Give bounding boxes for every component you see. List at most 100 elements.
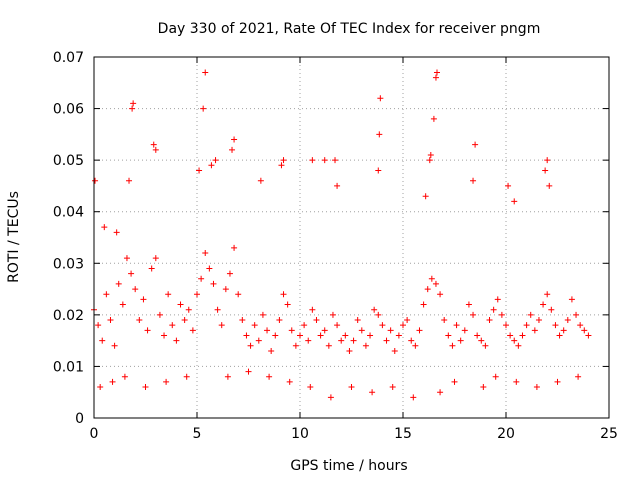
x-tick-label: 10 [291, 426, 309, 442]
data-point [461, 327, 468, 334]
data-point [301, 322, 308, 329]
data-point [548, 306, 555, 313]
data-point [492, 373, 499, 380]
data-point [259, 311, 266, 318]
data-point [119, 301, 126, 308]
data-point [231, 244, 238, 251]
data-point [325, 342, 332, 349]
data-point [376, 131, 383, 138]
data-point [202, 69, 209, 76]
data-point [177, 301, 184, 308]
data-point [272, 332, 279, 339]
data-point [140, 296, 147, 303]
y-tick-label: 0.06 [53, 102, 84, 118]
data-point [173, 337, 180, 344]
data-point [540, 301, 547, 308]
data-point [101, 224, 108, 231]
data-point [400, 322, 406, 329]
data-point [511, 198, 518, 205]
data-point [150, 141, 157, 148]
data-point [441, 317, 448, 324]
data-point [208, 162, 215, 169]
y-tick-label: 0.02 [53, 308, 84, 324]
data-point [334, 322, 341, 329]
data-point [152, 255, 159, 262]
data-point [527, 311, 534, 318]
data-point [338, 337, 345, 344]
data-point [362, 342, 369, 349]
data-point [523, 322, 530, 329]
data-point [371, 306, 378, 313]
data-point [433, 69, 440, 76]
data-point [309, 306, 316, 313]
data-point [554, 378, 561, 385]
data-point [109, 378, 116, 385]
data-point [513, 378, 520, 385]
data-point [470, 177, 477, 184]
y-tick-label: 0.07 [53, 50, 84, 66]
y-tick-label: 0.01 [53, 359, 84, 375]
data-point [395, 332, 402, 339]
data-point [575, 373, 582, 380]
data-point [478, 337, 485, 344]
y-axis-label: ROTI / TECUs [6, 191, 22, 283]
data-point [556, 332, 563, 339]
data-point [218, 322, 225, 329]
plot-frame [93, 56, 610, 419]
data-point [206, 265, 213, 272]
data-point [426, 157, 433, 164]
data-point [457, 337, 464, 344]
data-point [383, 337, 390, 344]
data-point [278, 162, 285, 169]
data-point [577, 322, 584, 329]
data-point [515, 342, 522, 349]
data-point [288, 327, 295, 334]
data-point [305, 337, 312, 344]
data-point [280, 157, 287, 164]
data-point [531, 327, 538, 334]
data-point [486, 317, 493, 324]
data-point [424, 286, 431, 293]
data-point [432, 74, 439, 81]
data-point [235, 291, 242, 298]
data-point [123, 255, 130, 262]
data-point [437, 291, 444, 298]
data-point [321, 327, 328, 334]
data-point [474, 332, 481, 339]
data-point [472, 141, 479, 148]
data-point [224, 373, 231, 380]
data-point [214, 306, 221, 313]
data-point [422, 193, 429, 200]
data-point [533, 384, 540, 391]
data-point [420, 301, 427, 308]
data-point [544, 291, 551, 298]
data-point [427, 151, 434, 158]
data-point [451, 378, 458, 385]
data-point [276, 317, 283, 324]
data-point [121, 373, 128, 380]
data-point [327, 394, 334, 401]
data-point [130, 100, 137, 107]
data-point [239, 317, 246, 324]
data-point [535, 317, 542, 324]
x-tick-label: 25 [600, 426, 618, 442]
data-point [92, 177, 99, 184]
data-point [144, 327, 151, 334]
data-point [115, 280, 122, 287]
data-point [313, 317, 320, 324]
data-point [107, 317, 114, 324]
data-point [189, 327, 196, 334]
data-point [412, 342, 419, 349]
data-point [185, 306, 192, 313]
data-point [560, 327, 567, 334]
data-point [408, 337, 415, 344]
data-point [194, 291, 200, 298]
chart-title: Day 330 of 2021, Rate Of TEC Index for r… [158, 21, 541, 37]
data-point [148, 265, 155, 272]
data-point [245, 368, 252, 375]
data-point [564, 317, 571, 324]
data-point [342, 332, 349, 339]
data-point [251, 322, 258, 329]
data-point [453, 322, 460, 329]
data-point [229, 146, 236, 153]
